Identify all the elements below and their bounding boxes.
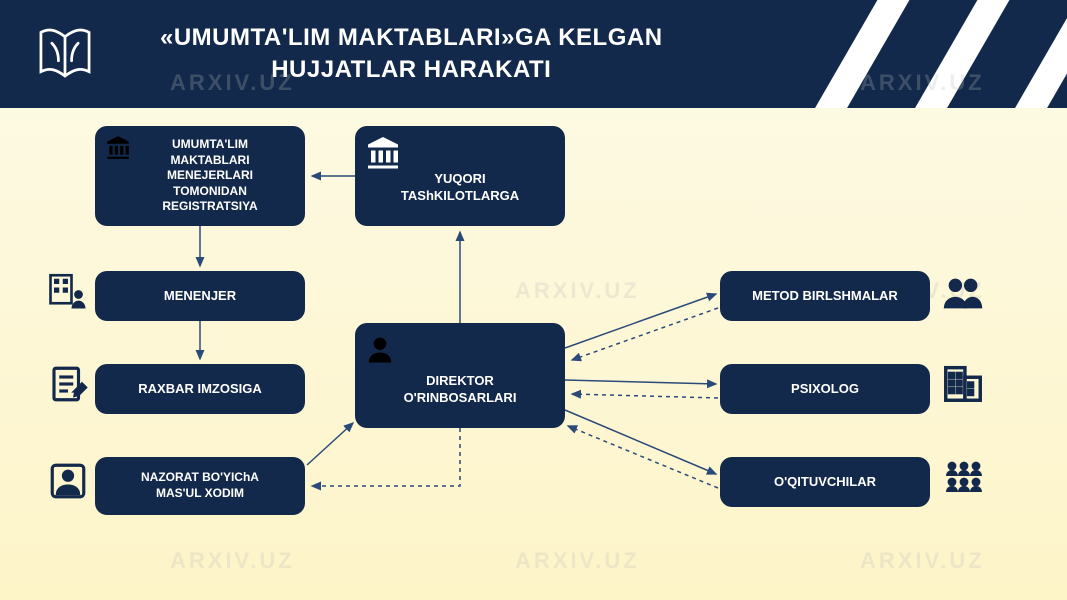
node-direktor: DIREKTOR O'RINBOSARLARI bbox=[355, 323, 565, 428]
node-label: MAS'UL XODIM bbox=[141, 486, 259, 502]
node-label: MENEJERLARI bbox=[162, 168, 257, 184]
node-label: O'RINBOSARLARI bbox=[404, 390, 517, 407]
node-label: YUQORI bbox=[401, 171, 519, 188]
node-registratsiya: UMUMTA'LIM MAKTABLARI MENEJERLARI TOMONI… bbox=[95, 126, 305, 226]
person-icon bbox=[47, 460, 89, 507]
node-label: METOD BIRLSHMALAR bbox=[752, 288, 898, 305]
node-label: DIREKTOR bbox=[404, 373, 517, 390]
watermark: ARXIV.UZ bbox=[515, 278, 640, 304]
node-menenjer: MENENJER bbox=[95, 271, 305, 321]
header-bar: «UMUMTA'LIM MAKTABLARI»GA KELGAN HUJJATL… bbox=[0, 0, 1067, 108]
node-metod: METOD BIRLSHMALAR bbox=[720, 271, 930, 321]
node-label: MENENJER bbox=[164, 288, 236, 305]
node-label: PSIXOLOG bbox=[791, 381, 859, 398]
node-nazorat: NAZORAT BO'YIChA MAS'UL XODIM bbox=[95, 457, 305, 515]
node-label: TOMONIDAN bbox=[162, 184, 257, 200]
node-label: O'QITUVCHILAR bbox=[774, 474, 876, 491]
page-title: «UMUMTA'LIM MAKTABLARI»GA KELGAN HUJJATL… bbox=[160, 22, 663, 87]
clipboard-edit-icon bbox=[47, 363, 89, 410]
building-columns-icon bbox=[105, 134, 131, 165]
node-psixolog: PSIXOLOG bbox=[720, 364, 930, 414]
buildings-icon bbox=[940, 360, 986, 411]
title-line-1: «UMUMTA'LIM MAKTABLARI»GA KELGAN bbox=[160, 22, 663, 54]
group-icon bbox=[940, 454, 988, 507]
watermark: ARXIV.UZ bbox=[860, 548, 985, 574]
people-icon bbox=[940, 270, 986, 321]
building-columns-icon bbox=[365, 134, 401, 175]
person-icon bbox=[365, 335, 395, 370]
node-label: TAShKILOTLARGA bbox=[401, 188, 519, 205]
node-label: UMUMTA'LIM bbox=[162, 137, 257, 153]
watermark: ARXIV.UZ bbox=[515, 548, 640, 574]
title-line-2: HUJJATLAR HARAKATI bbox=[160, 54, 663, 86]
header-stripes bbox=[729, 0, 1067, 108]
node-label: NAZORAT BO'YIChA bbox=[141, 470, 259, 486]
node-label: REGISTRATSIYA bbox=[162, 199, 257, 215]
watermark: ARXIV.UZ bbox=[170, 548, 295, 574]
node-yuqori: YUQORI TAShKILOTLARGA bbox=[355, 126, 565, 226]
node-label: MAKTABLARI bbox=[162, 153, 257, 169]
node-raxbar: RAXBAR IMZOSIGA bbox=[95, 364, 305, 414]
diagram-canvas: ARXIV.UZ ARXIV.UZ ARXIV.UZ ARXIV.UZ ARXI… bbox=[0, 108, 1067, 600]
person-building-icon bbox=[47, 270, 89, 317]
node-label: RAXBAR IMZOSIGA bbox=[138, 381, 262, 398]
node-oqituvchilar: O'QITUVCHILAR bbox=[720, 457, 930, 507]
book-open-icon bbox=[30, 17, 120, 92]
